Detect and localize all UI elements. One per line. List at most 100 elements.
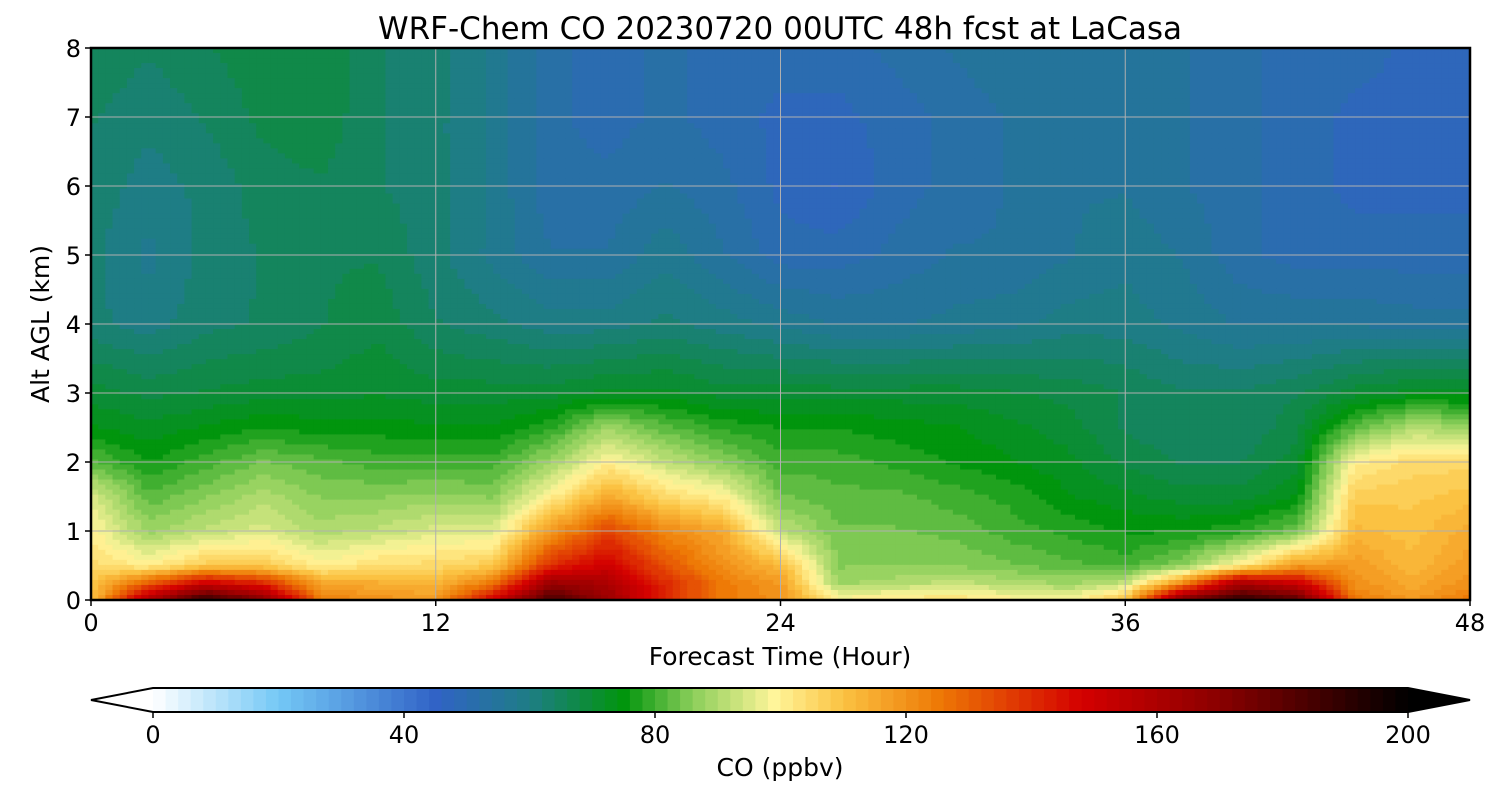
heatmap-cell <box>1096 138 1105 144</box>
heatmap-cell <box>787 118 796 124</box>
heatmap-cell <box>1153 138 1162 144</box>
heatmap-cell <box>1355 173 1363 180</box>
heatmap-cell <box>227 133 236 139</box>
heatmap-cell <box>421 173 430 180</box>
heatmap-cell <box>162 163 171 170</box>
heatmap-cell <box>119 153 128 159</box>
heatmap-cell <box>407 108 415 114</box>
heatmap-cell <box>1197 118 1205 124</box>
heatmap-cell <box>629 108 638 114</box>
heatmap-cell <box>931 63 940 69</box>
heatmap-cell <box>1268 168 1277 175</box>
heatmap-cell <box>112 158 121 165</box>
heatmap-cell <box>457 158 466 165</box>
heatmap-cell <box>1290 88 1299 94</box>
heatmap-cell <box>658 158 667 165</box>
heatmap-cell <box>421 128 430 134</box>
heatmap-cell <box>945 148 954 154</box>
heatmap-cell <box>565 173 573 180</box>
heatmap-cell <box>629 88 638 94</box>
heatmap-cell <box>414 158 422 165</box>
heatmap-cell <box>1362 98 1371 104</box>
heatmap-cell <box>1247 118 1256 124</box>
heatmap-cell <box>1204 58 1213 64</box>
heatmap-cell <box>270 148 279 154</box>
heatmap-cell <box>1024 113 1033 119</box>
heatmap-cell <box>687 83 695 89</box>
heatmap-cell <box>1003 73 1011 79</box>
heatmap-cell <box>859 53 868 59</box>
heatmap-cell <box>1276 103 1284 109</box>
heatmap-cell <box>579 58 588 64</box>
heatmap-cell <box>881 83 889 89</box>
heatmap-cell <box>665 133 674 139</box>
heatmap-cell <box>845 68 853 74</box>
heatmap-cell <box>952 153 961 159</box>
heatmap-cell <box>1125 173 1134 180</box>
heatmap-cell <box>679 118 688 124</box>
heatmap-cell <box>773 148 782 154</box>
heatmap-cell <box>773 63 782 69</box>
heatmap-cell <box>1017 113 1026 119</box>
heatmap-cell <box>924 138 932 144</box>
heatmap-cell <box>162 88 171 94</box>
heatmap-cell <box>794 108 803 114</box>
heatmap-cell <box>486 68 494 74</box>
heatmap-cell <box>866 143 875 149</box>
heatmap-cell <box>873 148 882 154</box>
heatmap-cell <box>1268 128 1277 134</box>
heatmap-cell <box>1362 53 1371 59</box>
heatmap-cell <box>1204 123 1213 129</box>
heatmap-cell <box>981 98 990 104</box>
heatmap-cell <box>1326 168 1335 175</box>
heatmap-cell <box>1089 163 1098 170</box>
heatmap-cell <box>787 158 796 165</box>
heatmap-cell <box>1419 48 1428 54</box>
heatmap-cell <box>758 173 767 180</box>
heatmap-cell <box>1383 133 1392 139</box>
heatmap-cell <box>1462 158 1470 165</box>
heatmap-cell <box>1182 98 1191 104</box>
heatmap-cell <box>306 58 315 64</box>
heatmap-cell <box>579 93 588 99</box>
heatmap-cell <box>529 83 537 89</box>
heatmap-cell <box>1261 83 1270 89</box>
heatmap-cell <box>608 93 616 99</box>
heatmap-cell <box>1405 138 1414 144</box>
heatmap-cell <box>730 173 738 180</box>
heatmap-cell <box>938 153 947 159</box>
heatmap-cell <box>1304 163 1313 170</box>
heatmap-cell <box>1297 63 1306 69</box>
heatmap-cell <box>931 83 940 89</box>
heatmap-cell <box>320 68 329 74</box>
heatmap-cell <box>399 133 408 139</box>
heatmap-cell <box>119 73 128 79</box>
heatmap-cell <box>493 163 501 170</box>
heatmap-cell <box>644 143 652 149</box>
heatmap-cell <box>723 163 731 170</box>
heatmap-cell <box>1390 103 1399 109</box>
heatmap-cell <box>586 88 595 94</box>
heatmap-cell <box>1333 48 1342 54</box>
heatmap-cell <box>1146 138 1155 144</box>
heatmap-cell <box>1225 118 1234 124</box>
heatmap-cell <box>543 63 552 69</box>
heatmap-cell <box>1204 103 1213 109</box>
heatmap-cell <box>148 93 157 99</box>
heatmap-cell <box>1182 168 1191 175</box>
heatmap-cell <box>1103 128 1112 134</box>
heatmap-cell <box>299 118 308 124</box>
heatmap-cell <box>916 68 925 74</box>
heatmap-cell <box>442 128 451 134</box>
heatmap-cell <box>830 148 839 154</box>
heatmap-cell <box>881 63 889 69</box>
heatmap-cell <box>112 53 121 59</box>
heatmap-cell <box>636 48 645 54</box>
heatmap-cell <box>909 153 918 159</box>
heatmap-cell <box>277 93 286 99</box>
heatmap-cell <box>306 63 315 69</box>
heatmap-cell <box>780 158 789 165</box>
heatmap-cell <box>256 93 264 99</box>
heatmap-cell <box>672 153 681 159</box>
heatmap-cell <box>471 168 480 175</box>
